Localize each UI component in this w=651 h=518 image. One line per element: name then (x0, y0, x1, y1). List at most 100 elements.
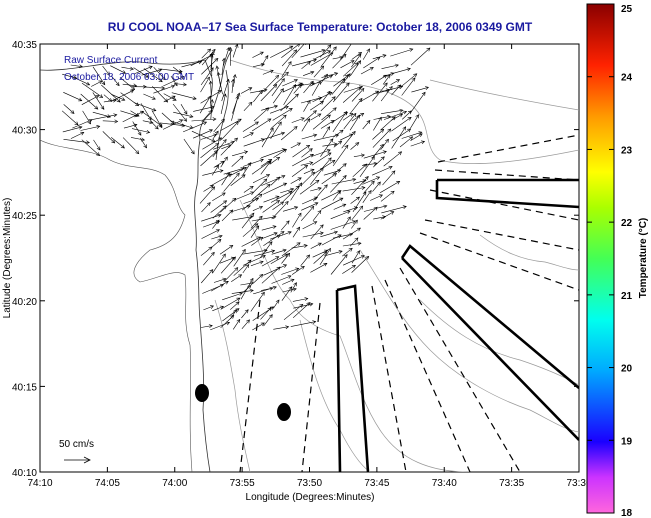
current-vector (363, 180, 375, 193)
map-title: RU COOL NOAA–17 Sea Surface Temperature:… (107, 20, 533, 34)
current-vector (252, 51, 264, 58)
current-vector (372, 128, 391, 148)
current-vector (201, 110, 213, 123)
colorbar-label: Temperature (°C) (638, 218, 649, 299)
current-vector (192, 129, 213, 139)
current-vector-head (276, 234, 281, 239)
current-vector (242, 162, 252, 176)
current-vector (260, 159, 272, 167)
colorbar-tick-label: 19 (621, 436, 633, 447)
current-vector-head (421, 91, 426, 96)
current-vector-head (217, 238, 222, 243)
current-vector-head (379, 143, 384, 148)
current-vector-head (356, 227, 361, 232)
current-vector (261, 55, 269, 67)
current-vector (373, 117, 382, 131)
current-vector-head (333, 142, 338, 147)
current-vector (310, 101, 324, 111)
colorbar-tick-label: 24 (621, 73, 633, 84)
current-vector-head (183, 117, 187, 122)
current-vector (401, 77, 416, 96)
current-vector-head (285, 220, 290, 225)
current-vector-head (362, 179, 367, 183)
current-vector (363, 56, 381, 69)
current-vector-head (386, 74, 391, 79)
current-vector (410, 92, 426, 114)
current-vector (351, 256, 369, 273)
current-vector (223, 267, 239, 283)
current-vector (380, 86, 393, 102)
current-vector (349, 98, 363, 114)
current-vector-head (248, 87, 253, 91)
current-vector-head (363, 163, 368, 168)
current-vector (261, 132, 285, 141)
current-vector-head (332, 46, 337, 51)
current-vector (273, 299, 280, 309)
current-vector (242, 264, 250, 274)
current-vector (319, 44, 332, 58)
current-vector-head (391, 170, 396, 175)
current-vector-head (276, 156, 281, 161)
current-vector (312, 250, 328, 258)
current-vector-head (219, 305, 224, 310)
current-vector (310, 75, 333, 87)
current-vector (80, 126, 100, 131)
current-vector (320, 46, 337, 67)
current-vector (63, 92, 82, 101)
current-vector (382, 170, 396, 186)
current-vector (201, 48, 211, 59)
current-vector-head (241, 174, 246, 179)
current-vector-head (258, 89, 263, 94)
current-vector (371, 166, 393, 176)
current-vector (320, 74, 328, 84)
current-vector (251, 118, 272, 132)
current-vector (300, 171, 315, 187)
current-vector-head (232, 197, 237, 202)
current-vector-head (280, 201, 285, 206)
current-vector (92, 92, 105, 110)
current-vector-head (236, 92, 241, 97)
current-vector-head (267, 118, 272, 123)
current-vector (70, 64, 83, 67)
current-vector-head (399, 108, 404, 113)
current-vector-head (300, 265, 305, 270)
current-vector (261, 175, 286, 186)
current-vector-head (272, 225, 277, 229)
current-vector-head (234, 44, 239, 48)
current-vector-head (235, 172, 240, 177)
current-vector-head (229, 245, 234, 249)
current-vector (172, 66, 182, 74)
current-vector (241, 319, 250, 329)
legend-date: October 18, 2006 03:00 GMT (64, 72, 194, 83)
current-vector-head (337, 169, 342, 173)
current-vector-head (158, 68, 163, 73)
current-vector (401, 110, 412, 120)
current-vector (410, 133, 423, 142)
current-vector-head (333, 230, 339, 235)
current-vector (203, 252, 215, 266)
current-vector-head (371, 155, 375, 161)
current-vector (141, 111, 163, 127)
current-vector-head (309, 302, 314, 307)
current-vector-head (130, 89, 135, 94)
current-vector-head (96, 152, 101, 157)
current-vector (203, 185, 214, 192)
current-vector (220, 137, 238, 156)
current-vector-head (144, 73, 149, 78)
current-vector-head (349, 232, 354, 237)
current-vector-head (310, 168, 315, 173)
current-vector (200, 325, 213, 328)
current-vector (272, 108, 293, 121)
current-vector (181, 61, 202, 68)
current-vector-head (240, 167, 245, 171)
current-vector (260, 75, 279, 95)
current-vector-head (409, 136, 414, 141)
current-vector-head (263, 88, 268, 93)
current-vector (301, 61, 311, 70)
current-vector (351, 113, 364, 122)
current-vector-head (234, 137, 238, 142)
current-vector (330, 254, 348, 275)
current-vector (212, 139, 227, 158)
current-vector-head (111, 139, 116, 144)
y-tick-label: 40:10 (12, 468, 37, 479)
